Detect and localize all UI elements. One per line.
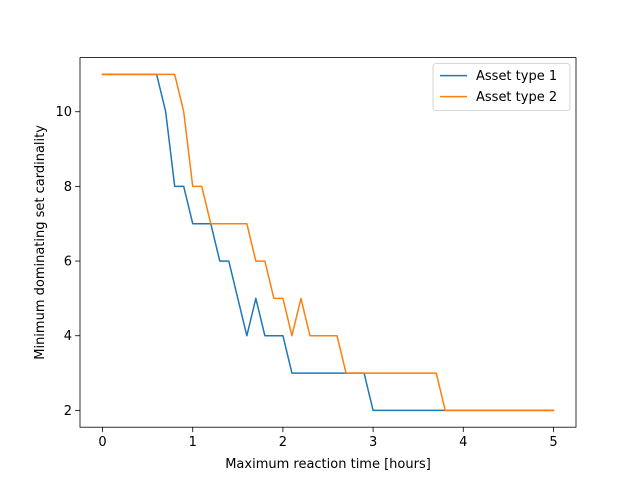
y-axis-label: Minimum dominating set cardinality — [33, 125, 48, 360]
x-tick-label: 5 — [549, 435, 557, 450]
legend-label-2: Asset type 2 — [476, 90, 557, 105]
y-tick-label: 2 — [64, 404, 72, 419]
y-tick-label: 6 — [64, 255, 72, 270]
x-tick-label: 3 — [369, 435, 377, 450]
x-axis-label: Maximum reaction time [hours] — [225, 457, 431, 472]
legend-label-1: Asset type 1 — [476, 69, 557, 84]
x-tick-label: 0 — [98, 435, 106, 450]
y-axis-ticks: 2 4 6 8 10 — [55, 105, 80, 419]
series-layer — [101, 73, 555, 412]
x-tick-label: 4 — [459, 435, 467, 450]
x-tick-label: 2 — [279, 435, 287, 450]
legend-box — [432, 63, 571, 111]
x-tick-label: 1 — [189, 435, 197, 450]
plot-frame — [79, 57, 577, 428]
series-line-2 — [101, 73, 555, 412]
legend: Asset type 1 Asset type 2 — [432, 63, 571, 111]
y-tick-label: 10 — [55, 105, 72, 120]
y-tick-label: 8 — [64, 180, 72, 195]
x-axis-ticks: 0 1 2 3 4 5 — [98, 427, 558, 450]
y-tick-label: 4 — [64, 329, 72, 344]
